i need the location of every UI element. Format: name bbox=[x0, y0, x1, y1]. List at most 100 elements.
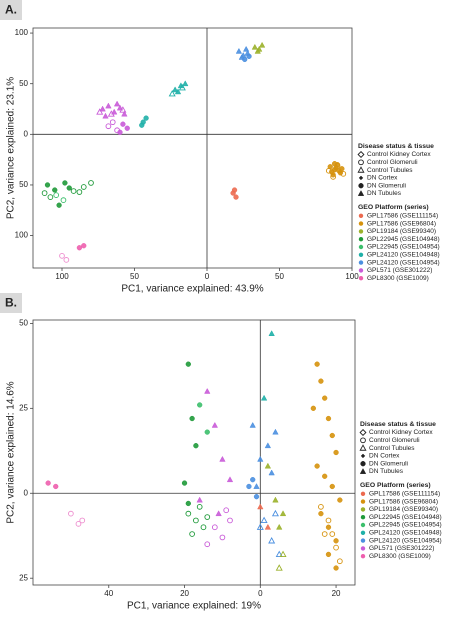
legend-symbol bbox=[358, 159, 364, 166]
legend-symbol bbox=[358, 175, 364, 181]
legend-label: GPL571 (GSE301222) bbox=[367, 267, 432, 274]
point bbox=[47, 194, 54, 200]
point bbox=[253, 494, 260, 500]
point bbox=[242, 56, 248, 63]
point bbox=[52, 187, 58, 193]
y-tick-label: 0 bbox=[24, 129, 29, 138]
legend-label: GPL22945 (GSE104954) bbox=[367, 244, 440, 251]
point bbox=[219, 534, 226, 541]
point bbox=[260, 516, 268, 524]
point bbox=[68, 510, 74, 517]
point bbox=[227, 517, 233, 524]
point bbox=[116, 104, 124, 111]
point bbox=[325, 524, 332, 530]
point bbox=[334, 162, 341, 169]
point bbox=[62, 180, 68, 186]
point bbox=[231, 187, 238, 193]
x-tick-label: 0 bbox=[258, 589, 263, 598]
point bbox=[105, 123, 112, 130]
point bbox=[256, 523, 264, 530]
legend-label: Control Kidney Cortex bbox=[369, 429, 433, 436]
point bbox=[59, 252, 65, 259]
point bbox=[211, 421, 219, 428]
legend-symbol bbox=[360, 461, 366, 467]
legend-label: DN Tubules bbox=[367, 190, 402, 197]
point bbox=[105, 102, 112, 109]
point bbox=[56, 202, 62, 208]
point bbox=[215, 510, 222, 517]
point bbox=[189, 531, 195, 537]
point bbox=[329, 432, 335, 439]
legend-label: GPL24120 (GSE104954) bbox=[369, 537, 442, 544]
legend-label: GPL17586 (GSE111154) bbox=[369, 491, 440, 498]
point bbox=[272, 496, 279, 503]
legend-swatch bbox=[358, 221, 364, 226]
point bbox=[242, 45, 250, 52]
point bbox=[60, 197, 67, 204]
legend-swatch bbox=[358, 260, 364, 265]
legend-swatch bbox=[358, 268, 364, 273]
point bbox=[70, 188, 77, 194]
point bbox=[264, 462, 272, 469]
point bbox=[333, 544, 339, 551]
point bbox=[79, 517, 86, 524]
legend-label: GPL17586 (GSE96804) bbox=[367, 220, 436, 227]
panel-label: A. bbox=[5, 3, 17, 17]
point bbox=[121, 110, 128, 117]
point bbox=[264, 523, 272, 530]
legend-swatch bbox=[360, 554, 366, 559]
legend-label: GPL22945 (GSE104948) bbox=[369, 514, 442, 521]
point bbox=[193, 443, 199, 449]
point bbox=[185, 500, 191, 507]
point bbox=[204, 429, 210, 435]
point bbox=[336, 558, 343, 565]
point bbox=[321, 531, 328, 537]
point bbox=[257, 455, 264, 462]
point bbox=[120, 121, 126, 127]
point bbox=[139, 122, 145, 128]
y-tick-label: 25 bbox=[19, 573, 28, 582]
point bbox=[339, 166, 345, 172]
point bbox=[246, 53, 252, 60]
point bbox=[268, 469, 275, 476]
legend-swatch bbox=[360, 522, 366, 528]
legend-symbol bbox=[359, 444, 367, 451]
point bbox=[275, 550, 283, 558]
point bbox=[44, 182, 51, 188]
legend-symbol bbox=[357, 166, 365, 173]
y-tick-label: 25 bbox=[19, 403, 28, 412]
legend-label: DN Glomeruli bbox=[369, 460, 408, 467]
x-tick-label: 20 bbox=[180, 589, 189, 598]
point bbox=[264, 442, 272, 449]
point bbox=[196, 504, 203, 510]
legend-swatch bbox=[360, 499, 366, 504]
point bbox=[272, 428, 279, 435]
point bbox=[249, 421, 256, 428]
x-tick-label: 100 bbox=[55, 272, 69, 281]
point bbox=[81, 243, 87, 249]
point bbox=[329, 169, 335, 175]
point bbox=[204, 514, 211, 520]
legend-label: Control Glomeruli bbox=[367, 159, 418, 166]
point bbox=[276, 523, 283, 530]
point bbox=[99, 105, 106, 112]
legend-swatch bbox=[358, 213, 364, 218]
point bbox=[333, 538, 339, 544]
legend-swatch bbox=[358, 252, 364, 257]
legend-label: GPL8300 (GSE1009) bbox=[369, 553, 431, 560]
point bbox=[200, 524, 207, 531]
point bbox=[171, 86, 179, 93]
point bbox=[196, 496, 203, 503]
point bbox=[325, 551, 332, 558]
point bbox=[330, 174, 337, 180]
point bbox=[80, 184, 87, 190]
point bbox=[143, 115, 149, 121]
legend-symbol bbox=[359, 468, 367, 474]
point bbox=[174, 88, 182, 95]
point bbox=[279, 550, 287, 558]
legend-label: GPL24120 (GSE104948) bbox=[369, 530, 442, 537]
point bbox=[329, 531, 336, 537]
point bbox=[325, 517, 332, 524]
point bbox=[310, 405, 316, 411]
